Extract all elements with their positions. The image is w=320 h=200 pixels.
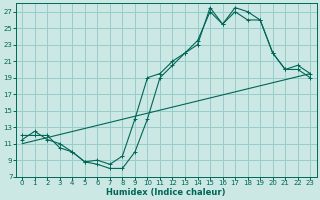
X-axis label: Humidex (Indice chaleur): Humidex (Indice chaleur) [107, 188, 226, 197]
